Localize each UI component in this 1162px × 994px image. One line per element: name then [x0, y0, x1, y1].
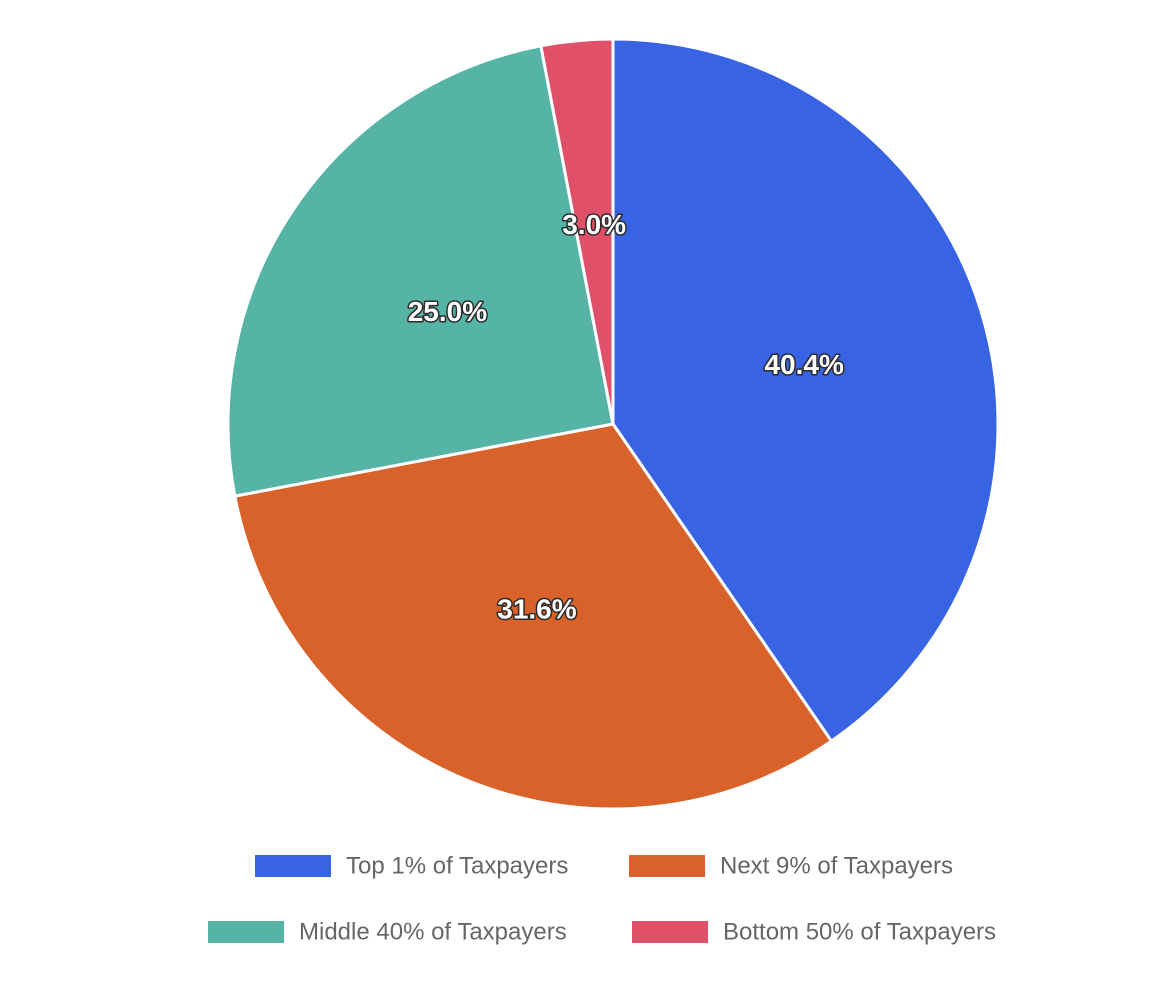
- legend-label[interactable]: Bottom 50% of Taxpayers: [723, 919, 996, 946]
- pie-slices: [226, 37, 1000, 811]
- slice-value-label: 3.0%: [562, 209, 626, 240]
- legend-swatch[interactable]: [208, 921, 284, 943]
- legend-swatch[interactable]: [255, 855, 331, 877]
- legend-label[interactable]: Next 9% of Taxpayers: [720, 853, 953, 880]
- legend-swatch[interactable]: [629, 855, 705, 877]
- pie-slice-3[interactable]: [539, 37, 615, 426]
- slice-value-label: 40.4%: [764, 349, 843, 380]
- slice-value-label: 25.0%: [408, 296, 487, 327]
- pie-slice-1[interactable]: [233, 422, 833, 811]
- pie-slice-labels: 40.4% 31.6% 25.0% 3.0%: [406, 208, 845, 627]
- legend-label[interactable]: Top 1% of Taxpayers: [346, 853, 568, 880]
- legend-swatch[interactable]: [632, 921, 708, 943]
- pie-slice-0[interactable]: [611, 37, 1000, 743]
- pie-slice-2[interactable]: [226, 44, 615, 498]
- slice-value-label: 31.6%: [497, 594, 576, 625]
- legend: Top 1% of Taxpayers Next 9% of Taxpayers M…: [208, 853, 996, 946]
- legend-label[interactable]: Middle 40% of Taxpayers: [299, 919, 567, 946]
